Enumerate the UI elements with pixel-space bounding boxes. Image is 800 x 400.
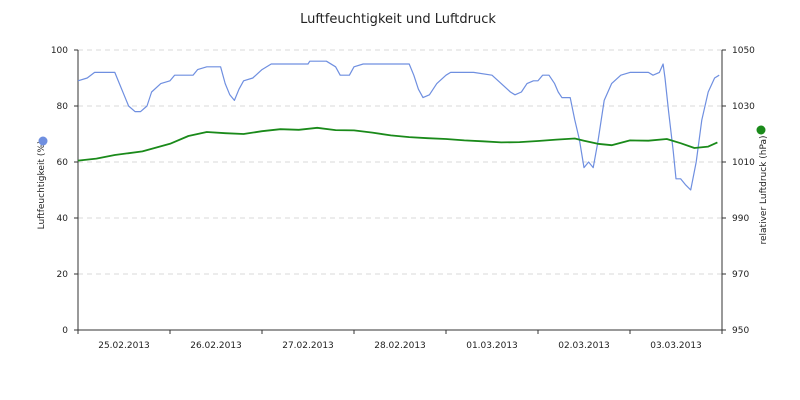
axes: [77, 50, 723, 331]
y-left-tick-label: 100: [51, 46, 68, 56]
y-right-tick-label: 1010: [732, 158, 755, 168]
y-left-tick-label: 80: [57, 102, 69, 112]
x-tick-label: 26.02.2013: [190, 341, 242, 351]
y-left-tick-label: 0: [62, 326, 68, 336]
y-right-tick-label: 1030: [732, 102, 755, 112]
y-left-tick-label: 60: [57, 158, 69, 168]
gridlines: [78, 49, 722, 275]
x-tick-label: 25.02.2013: [98, 341, 150, 351]
y-right-ticks: 950 970 990 1010 1030 1050: [722, 46, 755, 336]
series: [77, 60, 720, 191]
legend-dot-humidity: [38, 136, 48, 146]
x-tick-label: 27.02.2013: [282, 341, 334, 351]
chart-title: Luftfeuchtigkeit und Luftdruck: [300, 12, 496, 27]
series-line-pressure: [77, 126, 718, 162]
legend-dot-pressure: [756, 125, 766, 135]
x-tick-label: 03.03.2013: [650, 341, 702, 351]
x-tick-label: 01.03.2013: [466, 341, 518, 351]
y-right-label: relativer Luftdruck (hPa): [759, 135, 769, 244]
y-left-label: Luftfeuchtigkeit (%): [37, 141, 47, 230]
x-tick-label: 02.03.2013: [558, 341, 610, 351]
y-right-tick-label: 950: [732, 326, 749, 336]
y-left-tick-label: 40: [57, 214, 69, 224]
series-line-humidity: [77, 60, 720, 191]
x-tick-label: 28.02.2013: [374, 341, 426, 351]
y-left-tick-label: 20: [57, 270, 69, 280]
y-right-tick-label: 1050: [732, 46, 755, 56]
y-left-ticks: 0 20 40 60 80 100: [51, 46, 78, 336]
y-right-tick-label: 990: [732, 214, 749, 224]
y-right-tick-label: 970: [732, 270, 749, 280]
x-ticks: 25.02.2013 26.02.2013 27.02.2013 28.02.2013…: [77, 330, 723, 351]
